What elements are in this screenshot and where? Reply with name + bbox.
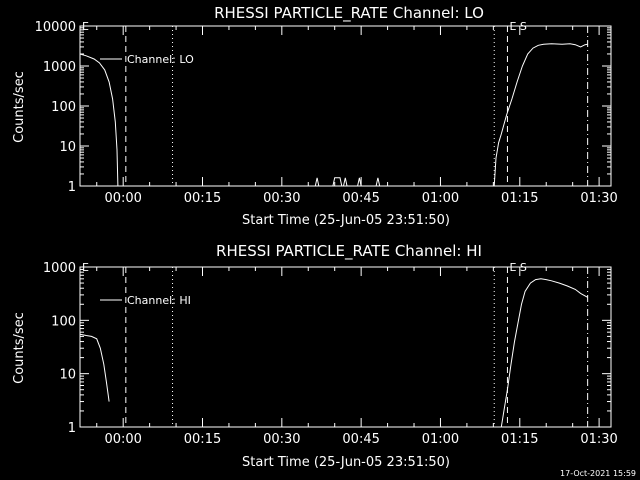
x-tick-label: 01:30: [580, 191, 617, 206]
series-line: [79, 333, 110, 402]
series-line: [79, 53, 119, 187]
event-marker-label: E: [82, 261, 89, 274]
y-tick-label: 1: [68, 180, 76, 195]
plot-frame: [79, 266, 612, 428]
chart-panel-hi: RHESSI PARTICLE_RATE Channel: HI Counts/…: [12, 242, 618, 470]
y-tick-label: 10000: [35, 20, 76, 35]
x-tick-label: 01:00: [422, 432, 459, 447]
series-line: [493, 43, 588, 187]
x-axis-label: Start Time (25-Jun-05 23:51:50): [242, 213, 450, 228]
event-marker-label: E: [82, 20, 89, 33]
x-tick-label: 00:15: [184, 432, 221, 447]
x-tick-label: 01:15: [501, 191, 538, 206]
series-line: [375, 177, 381, 187]
x-tick-label: 00:45: [342, 191, 379, 206]
y-tick-label: 1: [68, 421, 76, 436]
x-tick-label: 00:45: [342, 432, 379, 447]
y-tick-label: 1000: [43, 60, 76, 75]
chart-title: RHESSI PARTICLE_RATE Channel: HI: [216, 242, 482, 261]
chart-panel-lo: RHESSI PARTICLE_RATE Channel: LO Counts/…: [12, 4, 618, 228]
x-tick-label: 00:00: [104, 191, 141, 206]
y-tick-label: 10: [59, 140, 76, 155]
y-axis-label: Counts/sec: [12, 71, 27, 143]
y-tick-label: 100: [51, 100, 76, 115]
x-tick-label: 00:15: [184, 191, 221, 206]
chart-title: RHESSI PARTICLE_RATE Channel: LO: [214, 4, 484, 23]
x-tick-label: 01:00: [422, 191, 459, 206]
x-tick-label: 01:30: [580, 432, 617, 447]
y-tick-label: 100: [51, 314, 76, 329]
legend-label: Channel: LO: [127, 53, 194, 66]
series-line: [500, 278, 588, 428]
x-tick-label: 00:30: [263, 432, 300, 447]
y-tick-label: 10: [59, 368, 76, 383]
legend-label: Channel: HI: [127, 294, 191, 307]
event-marker-label: E S: [509, 261, 526, 274]
x-tick-label: 00:30: [263, 191, 300, 206]
series-line: [343, 177, 348, 187]
x-axis-label: Start Time (25-Jun-05 23:51:50): [242, 455, 450, 470]
event-marker-label: E S: [509, 20, 526, 33]
footer-timestamp: 17-Oct-2021 15:59: [560, 469, 636, 478]
series-line: [332, 177, 343, 187]
x-tick-label: 01:15: [501, 432, 538, 447]
series-line: [314, 177, 320, 187]
series-line: [357, 177, 362, 187]
y-axis-label: Counts/sec: [12, 312, 27, 384]
x-tick-label: 00:00: [104, 432, 141, 447]
y-tick-label: 1000: [43, 261, 76, 276]
